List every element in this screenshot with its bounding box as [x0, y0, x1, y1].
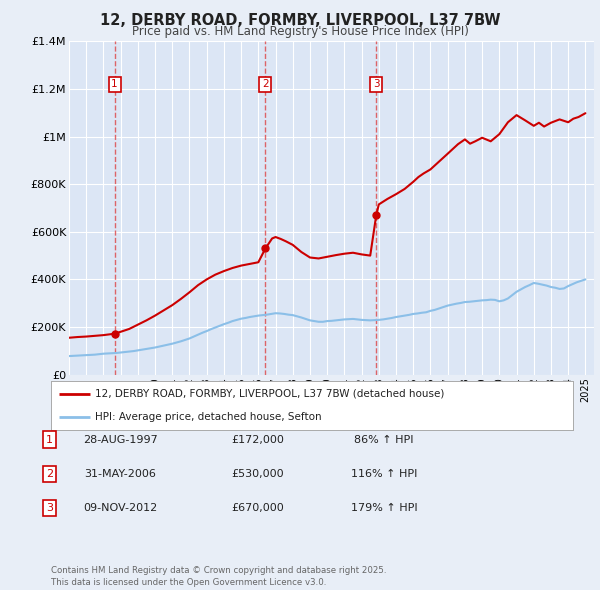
Text: 2: 2	[46, 469, 53, 478]
Text: 31-MAY-2006: 31-MAY-2006	[84, 469, 156, 478]
Text: £172,000: £172,000	[232, 435, 284, 444]
Text: £670,000: £670,000	[232, 503, 284, 513]
Text: 116% ↑ HPI: 116% ↑ HPI	[351, 469, 417, 478]
Text: 12, DERBY ROAD, FORMBY, LIVERPOOL, L37 7BW: 12, DERBY ROAD, FORMBY, LIVERPOOL, L37 7…	[100, 13, 500, 28]
Text: 3: 3	[46, 503, 53, 513]
Text: 1: 1	[46, 435, 53, 444]
Text: HPI: Average price, detached house, Sefton: HPI: Average price, detached house, Seft…	[95, 412, 322, 422]
Text: 28-AUG-1997: 28-AUG-1997	[83, 435, 157, 444]
Text: 12, DERBY ROAD, FORMBY, LIVERPOOL, L37 7BW (detached house): 12, DERBY ROAD, FORMBY, LIVERPOOL, L37 7…	[95, 389, 445, 399]
Text: 179% ↑ HPI: 179% ↑ HPI	[350, 503, 418, 513]
Text: 86% ↑ HPI: 86% ↑ HPI	[354, 435, 414, 444]
Text: 09-NOV-2012: 09-NOV-2012	[83, 503, 157, 513]
Text: 1: 1	[112, 79, 118, 89]
Text: Price paid vs. HM Land Registry's House Price Index (HPI): Price paid vs. HM Land Registry's House …	[131, 25, 469, 38]
Text: £530,000: £530,000	[232, 469, 284, 478]
Text: Contains HM Land Registry data © Crown copyright and database right 2025.
This d: Contains HM Land Registry data © Crown c…	[51, 566, 386, 587]
Text: 2: 2	[262, 79, 269, 89]
Text: 3: 3	[373, 79, 380, 89]
